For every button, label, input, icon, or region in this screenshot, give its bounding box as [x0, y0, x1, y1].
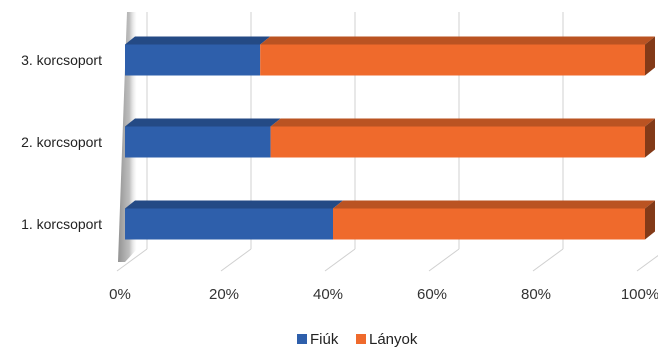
category-label: 2. korcsoport: [21, 134, 102, 150]
legend-item: Lányok: [356, 331, 418, 348]
floor-gridline: [220, 248, 252, 272]
legend-label: Fiúk: [310, 331, 339, 347]
legend-swatch: [356, 334, 366, 344]
bar-front-face: [125, 44, 261, 76]
bar-front-face: [125, 126, 271, 158]
bar-segment: [125, 200, 343, 240]
bar-front-face: [333, 208, 645, 240]
x-tick-label: 20%: [209, 286, 239, 303]
x-tick-label: 100%: [621, 286, 658, 303]
category-label: 3. korcsoport: [21, 52, 102, 68]
bar-side-face: [645, 36, 655, 76]
x-tick-label: 0%: [109, 286, 131, 303]
bar-top-face: [125, 200, 343, 209]
legend: Fiúk Lányok: [297, 331, 418, 348]
category-labels: 1. korcsoport 2. korcsoport 3. korcsoport: [21, 52, 102, 232]
floor-gridline: [636, 254, 658, 272]
x-tick-label: 40%: [313, 286, 343, 303]
floor-gridline: [324, 248, 356, 272]
floor-gridline: [428, 248, 460, 272]
bar-side-face: [645, 118, 655, 158]
bar-segment: [125, 118, 281, 158]
bar-top-face: [270, 118, 655, 127]
bar-segment: [333, 200, 655, 240]
bar-top-face: [260, 36, 655, 45]
bar-top-face: [333, 200, 655, 209]
floor-gridline: [116, 248, 148, 272]
legend-swatch: [297, 334, 307, 344]
category-label: 1. korcsoport: [21, 216, 102, 232]
legend-label: Lányok: [369, 331, 418, 347]
bar-segment: [260, 36, 655, 76]
floor-gridline: [532, 248, 564, 272]
bar-front-face: [260, 44, 645, 76]
bar-side-face: [645, 200, 655, 240]
x-tick-label: 80%: [521, 286, 551, 303]
x-axis-tick-labels: 0% 20% 40% 60% 80% 100%: [109, 286, 658, 303]
bar-segment: [270, 118, 655, 158]
legend-item: Fiúk: [297, 331, 339, 348]
bar-front-face: [125, 208, 333, 240]
bars: [125, 36, 655, 240]
bar-top-face: [125, 36, 271, 45]
bar-top-face: [125, 118, 281, 127]
x-tick-label: 60%: [417, 286, 447, 303]
bar-front-face: [270, 126, 645, 158]
bar-segment: [125, 36, 271, 76]
